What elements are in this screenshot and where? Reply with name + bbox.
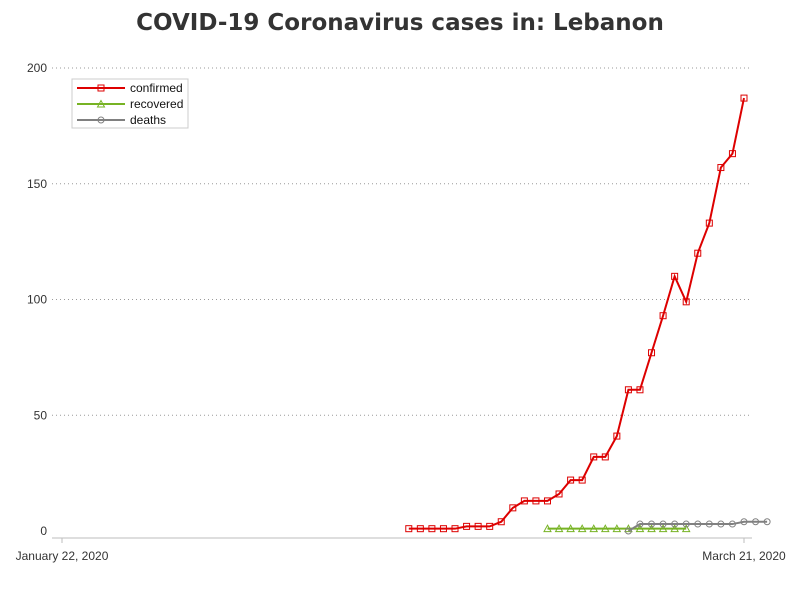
- data-point-recovered: [658, 524, 668, 533]
- data-point-confirmed: [567, 476, 575, 484]
- data-point-recovered: [635, 524, 645, 533]
- data-point-deaths: [682, 520, 690, 528]
- data-point-confirmed: [416, 525, 424, 533]
- data-point-confirmed: [694, 249, 702, 257]
- data-point-confirmed: [740, 94, 748, 102]
- y-tick-label: 50: [34, 408, 48, 422]
- series-confirmed: [405, 94, 748, 533]
- data-point-confirmed: [509, 504, 517, 512]
- legend-label-deaths: deaths: [130, 113, 166, 127]
- data-point-deaths: [694, 520, 702, 528]
- data-point-recovered: [543, 524, 552, 533]
- data-point-deaths: [763, 518, 771, 526]
- grid-layer: [52, 67, 752, 416]
- data-point-confirmed: [590, 453, 598, 461]
- data-point-confirmed: [463, 522, 471, 530]
- data-point-deaths: [705, 520, 713, 528]
- x-tick-label: March 21, 2020: [702, 549, 786, 563]
- data-point-confirmed: [659, 312, 667, 320]
- data-point-confirmed: [497, 518, 505, 526]
- legend-marker-deaths: [97, 116, 105, 124]
- data-point-confirmed: [520, 497, 528, 505]
- data-point-confirmed: [671, 272, 679, 280]
- data-point-deaths: [624, 527, 632, 535]
- y-tick-label: 200: [27, 61, 47, 75]
- legend-marker-recovered: [96, 99, 106, 108]
- data-point-deaths: [717, 520, 725, 528]
- legend: confirmed recovered deaths: [71, 78, 189, 129]
- data-point-recovered: [647, 524, 656, 533]
- data-point-confirmed: [532, 497, 540, 505]
- series-deaths: [624, 518, 771, 535]
- data-point-confirmed: [578, 476, 586, 484]
- data-point-confirmed: [648, 349, 656, 357]
- data-point-confirmed: [624, 386, 632, 394]
- data-point-confirmed: [405, 525, 413, 533]
- series-line-deaths: [627, 520, 768, 532]
- data-point-deaths: [671, 520, 679, 528]
- data-point-recovered: [681, 524, 691, 533]
- chart-title: COVID-19 Coronavirus cases in: Lebanon: [136, 10, 664, 36]
- data-point-confirmed: [555, 490, 563, 498]
- legend-marker-confirmed: [97, 84, 105, 92]
- legend-label-recovered: recovered: [130, 97, 183, 111]
- y-tick-label: 150: [27, 177, 47, 191]
- data-point-confirmed: [613, 432, 621, 440]
- y-tick-label: 0: [40, 524, 47, 538]
- data-point-confirmed: [728, 150, 736, 158]
- series-line-confirmed: [408, 97, 745, 530]
- data-point-confirmed: [543, 497, 551, 505]
- data-point-confirmed: [682, 298, 690, 306]
- data-point-recovered: [612, 524, 622, 533]
- data-point-recovered: [670, 524, 679, 533]
- data-point-deaths: [636, 520, 644, 528]
- data-point-confirmed: [636, 386, 644, 394]
- data-point-deaths: [740, 518, 748, 526]
- x-tick-label: January 22, 2020: [16, 549, 109, 563]
- data-point-recovered: [577, 524, 587, 533]
- data-point-deaths: [648, 520, 656, 528]
- data-point-confirmed: [717, 164, 725, 172]
- data-point-deaths: [728, 520, 736, 528]
- data-point-confirmed: [486, 522, 494, 530]
- data-point-recovered: [554, 524, 564, 533]
- axis-layer: 0 50 100 150 200 January 22, 2020 March 21, 20…: [16, 61, 786, 563]
- data-point-confirmed: [601, 453, 609, 461]
- data-point-confirmed: [451, 525, 459, 533]
- y-tick-label: 100: [27, 293, 47, 307]
- data-point-deaths: [752, 518, 760, 526]
- data-point-recovered: [589, 524, 599, 533]
- data-point-recovered: [566, 524, 575, 533]
- data-point-confirmed: [439, 525, 447, 533]
- data-point-confirmed: [428, 525, 436, 533]
- series-recovered: [543, 524, 691, 533]
- data-point-recovered: [600, 524, 610, 533]
- series-layer: [405, 94, 771, 535]
- data-point-deaths: [659, 520, 667, 528]
- data-point-confirmed: [474, 522, 482, 530]
- legend-label-confirmed: confirmed: [130, 81, 183, 95]
- data-point-confirmed: [705, 219, 713, 227]
